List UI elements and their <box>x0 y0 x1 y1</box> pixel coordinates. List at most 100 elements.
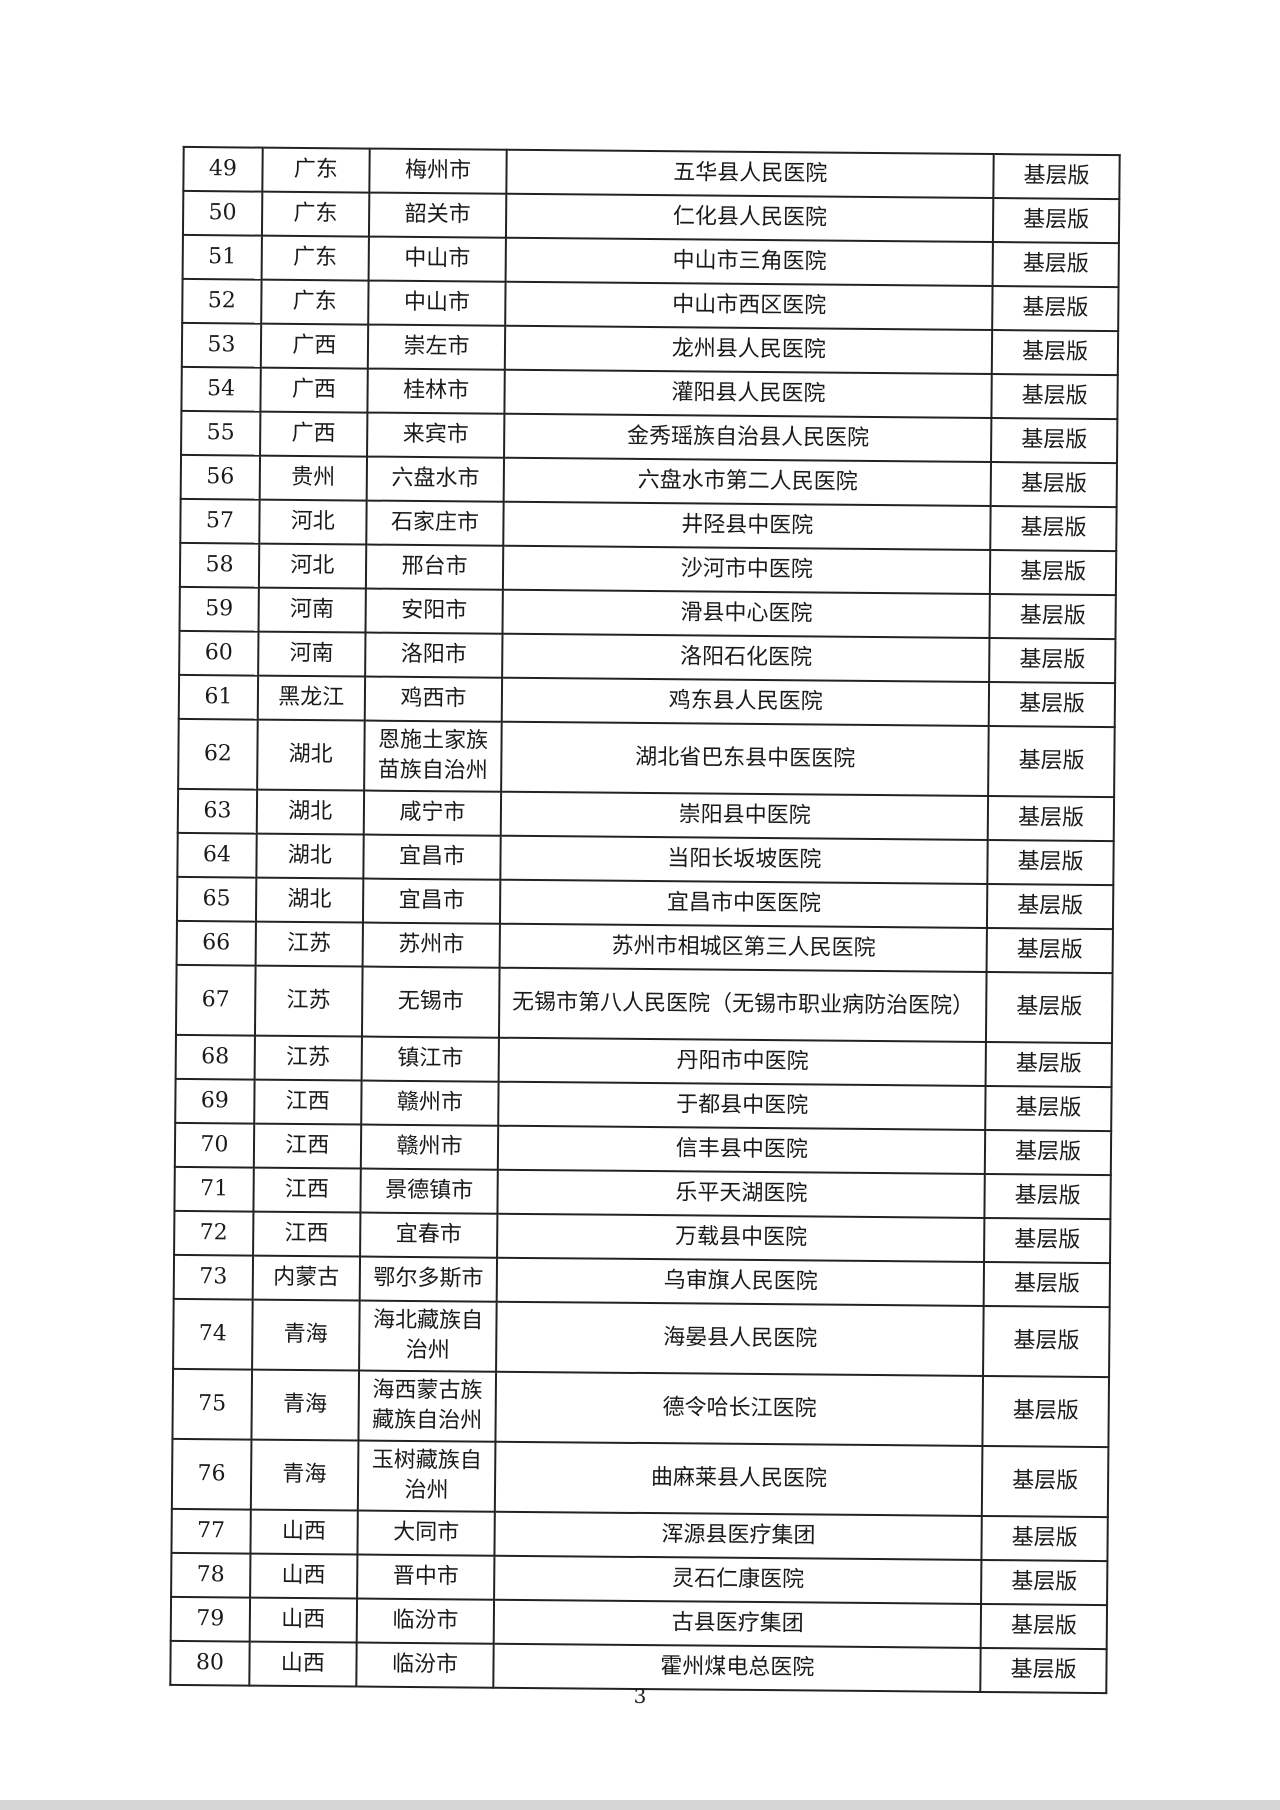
edition-cell: 基层版 <box>986 971 1113 1044</box>
hospital-name-cell: 仁化县人民医院 <box>506 193 994 243</box>
row-number-cell: 55 <box>181 410 261 456</box>
hospital-name-cell: 洛阳石化医院 <box>502 633 990 682</box>
row-number-cell: 58 <box>179 542 260 588</box>
edition-cell: 基层版 <box>991 374 1118 420</box>
hospital-name-cell: 金秀瑶族自治县人民医院 <box>504 413 992 463</box>
table-row: 67 江苏 无锡市 无锡市第八人民医院（无锡市职业病防治医院） 基层版 <box>175 964 1113 1044</box>
edition-cell: 基层版 <box>988 725 1115 798</box>
province-cell: 湖北 <box>256 833 364 879</box>
province-cell: 江西 <box>253 1123 361 1169</box>
city-cell: 安阳市 <box>365 588 504 634</box>
province-cell: 青海 <box>250 1439 359 1511</box>
city-cell: 晋中市 <box>356 1554 495 1600</box>
row-number-cell: 66 <box>176 920 256 966</box>
edition-cell: 基层版 <box>987 795 1115 842</box>
hospital-name-cell: 鸡东县人民医院 <box>502 677 990 726</box>
edition-cell: 基层版 <box>982 1375 1110 1448</box>
edition-cell: 基层版 <box>983 1261 1111 1308</box>
hospital-name-cell: 曲麻莱县人民医院 <box>495 1441 983 1516</box>
hospital-name-cell: 湖北省巴东县中医医院 <box>501 721 989 796</box>
hospital-name-cell: 信丰县中医院 <box>498 1125 986 1174</box>
province-cell: 江西 <box>254 1079 362 1125</box>
city-cell: 海北藏族自治州 <box>358 1300 498 1372</box>
hospital-name-cell: 古县医疗集团 <box>494 1599 982 1648</box>
province-cell: 青海 <box>251 1369 359 1441</box>
city-cell: 苏州市 <box>362 922 501 968</box>
hospital-name-cell: 灌阳县人民医院 <box>504 369 992 419</box>
edition-cell: 基层版 <box>987 883 1114 930</box>
hospital-name-cell: 乐平天湖医院 <box>497 1169 986 1218</box>
edition-cell: 基层版 <box>981 1515 1108 1562</box>
edition-cell: 基层版 <box>989 637 1116 684</box>
row-number-cell: 57 <box>180 498 260 544</box>
row-number-cell: 74 <box>173 1298 253 1370</box>
hospital-name-cell: 浑源县医疗集团 <box>494 1511 983 1560</box>
city-cell: 宜昌市 <box>362 878 501 924</box>
hospital-name-cell: 海晏县人民医院 <box>496 1301 984 1376</box>
province-cell: 广东 <box>261 191 370 237</box>
city-cell: 鄂尔多斯市 <box>359 1256 498 1302</box>
city-cell: 韶关市 <box>368 192 507 238</box>
province-cell: 广西 <box>260 323 368 369</box>
province-cell: 山西 <box>250 1509 358 1555</box>
edition-cell: 基层版 <box>985 1085 1112 1132</box>
city-cell: 中山市 <box>368 236 507 282</box>
hospital-name-cell: 德令哈长江医院 <box>495 1371 984 1446</box>
page-number: 3 <box>633 1684 647 1708</box>
edition-cell: 基层版 <box>991 418 1118 464</box>
edition-cell: 基层版 <box>993 198 1120 244</box>
hospital-name-cell: 滑县中心医院 <box>502 589 991 638</box>
province-cell: 河南 <box>258 587 366 633</box>
hospital-name-cell: 灵石仁康医院 <box>494 1555 982 1604</box>
city-cell: 赣州市 <box>360 1124 499 1170</box>
city-cell: 石家庄市 <box>365 500 505 546</box>
province-cell: 山西 <box>249 1553 358 1599</box>
city-cell: 镇江市 <box>361 1036 500 1082</box>
hospital-name-cell: 苏州市相城区第三人民医院 <box>499 923 988 972</box>
edition-cell: 基层版 <box>989 593 1116 640</box>
province-cell: 广西 <box>260 367 368 413</box>
city-cell: 邢台市 <box>365 544 504 590</box>
row-number-cell: 71 <box>174 1166 254 1212</box>
edition-cell: 基层版 <box>987 839 1114 886</box>
row-number-cell: 77 <box>171 1508 251 1554</box>
row-number-cell: 65 <box>176 876 257 922</box>
scan-edge <box>0 1800 1280 1810</box>
row-number-cell: 52 <box>182 278 262 324</box>
province-cell: 河南 <box>258 631 366 677</box>
province-cell: 广东 <box>261 279 369 325</box>
city-cell: 中山市 <box>367 280 506 326</box>
city-cell: 梅州市 <box>369 148 508 194</box>
city-cell: 咸宁市 <box>363 790 502 836</box>
table-row: 75 青海 海西蒙古族藏族自治州 德令哈长江医院 基层版 <box>172 1368 1110 1448</box>
city-cell: 景德镇市 <box>360 1168 499 1214</box>
edition-cell: 基层版 <box>988 681 1116 728</box>
province-cell: 湖北 <box>256 789 364 835</box>
edition-cell: 基层版 <box>982 1445 1109 1518</box>
hospital-name-cell: 崇阳县中医院 <box>501 791 989 840</box>
edition-cell: 基层版 <box>991 330 1119 376</box>
row-number-cell: 59 <box>179 586 259 632</box>
province-cell: 河北 <box>259 499 367 545</box>
row-number-cell: 49 <box>183 146 263 192</box>
province-cell: 内蒙古 <box>252 1255 360 1301</box>
edition-cell: 基层版 <box>983 1305 1110 1378</box>
edition-cell: 基层版 <box>980 1603 1108 1650</box>
city-cell: 崇左市 <box>367 324 506 370</box>
city-cell: 玉树藏族自治州 <box>357 1440 496 1512</box>
province-cell: 山西 <box>249 1641 357 1687</box>
city-cell: 大同市 <box>357 1510 496 1556</box>
edition-cell: 基层版 <box>990 462 1118 508</box>
hospital-name-cell: 井陉县中医院 <box>503 501 991 551</box>
city-cell: 临汾市 <box>356 1598 495 1644</box>
hospital-name-cell: 于都县中医院 <box>498 1081 986 1130</box>
province-cell: 江西 <box>253 1167 361 1213</box>
row-number-cell: 67 <box>175 964 256 1036</box>
row-number-cell: 64 <box>177 832 257 878</box>
row-number-cell: 79 <box>170 1596 250 1642</box>
hospital-name-cell: 中山市西区医院 <box>505 281 993 331</box>
city-cell: 赣州市 <box>360 1080 499 1126</box>
row-number-cell: 60 <box>179 630 259 676</box>
table-body: 49 广东 梅州市 五华县人民医院 基层版 50 广东 韶关市 仁化县人民医院 基层版 51 广东 中山… <box>170 146 1120 1694</box>
province-cell: 江苏 <box>254 1035 362 1081</box>
